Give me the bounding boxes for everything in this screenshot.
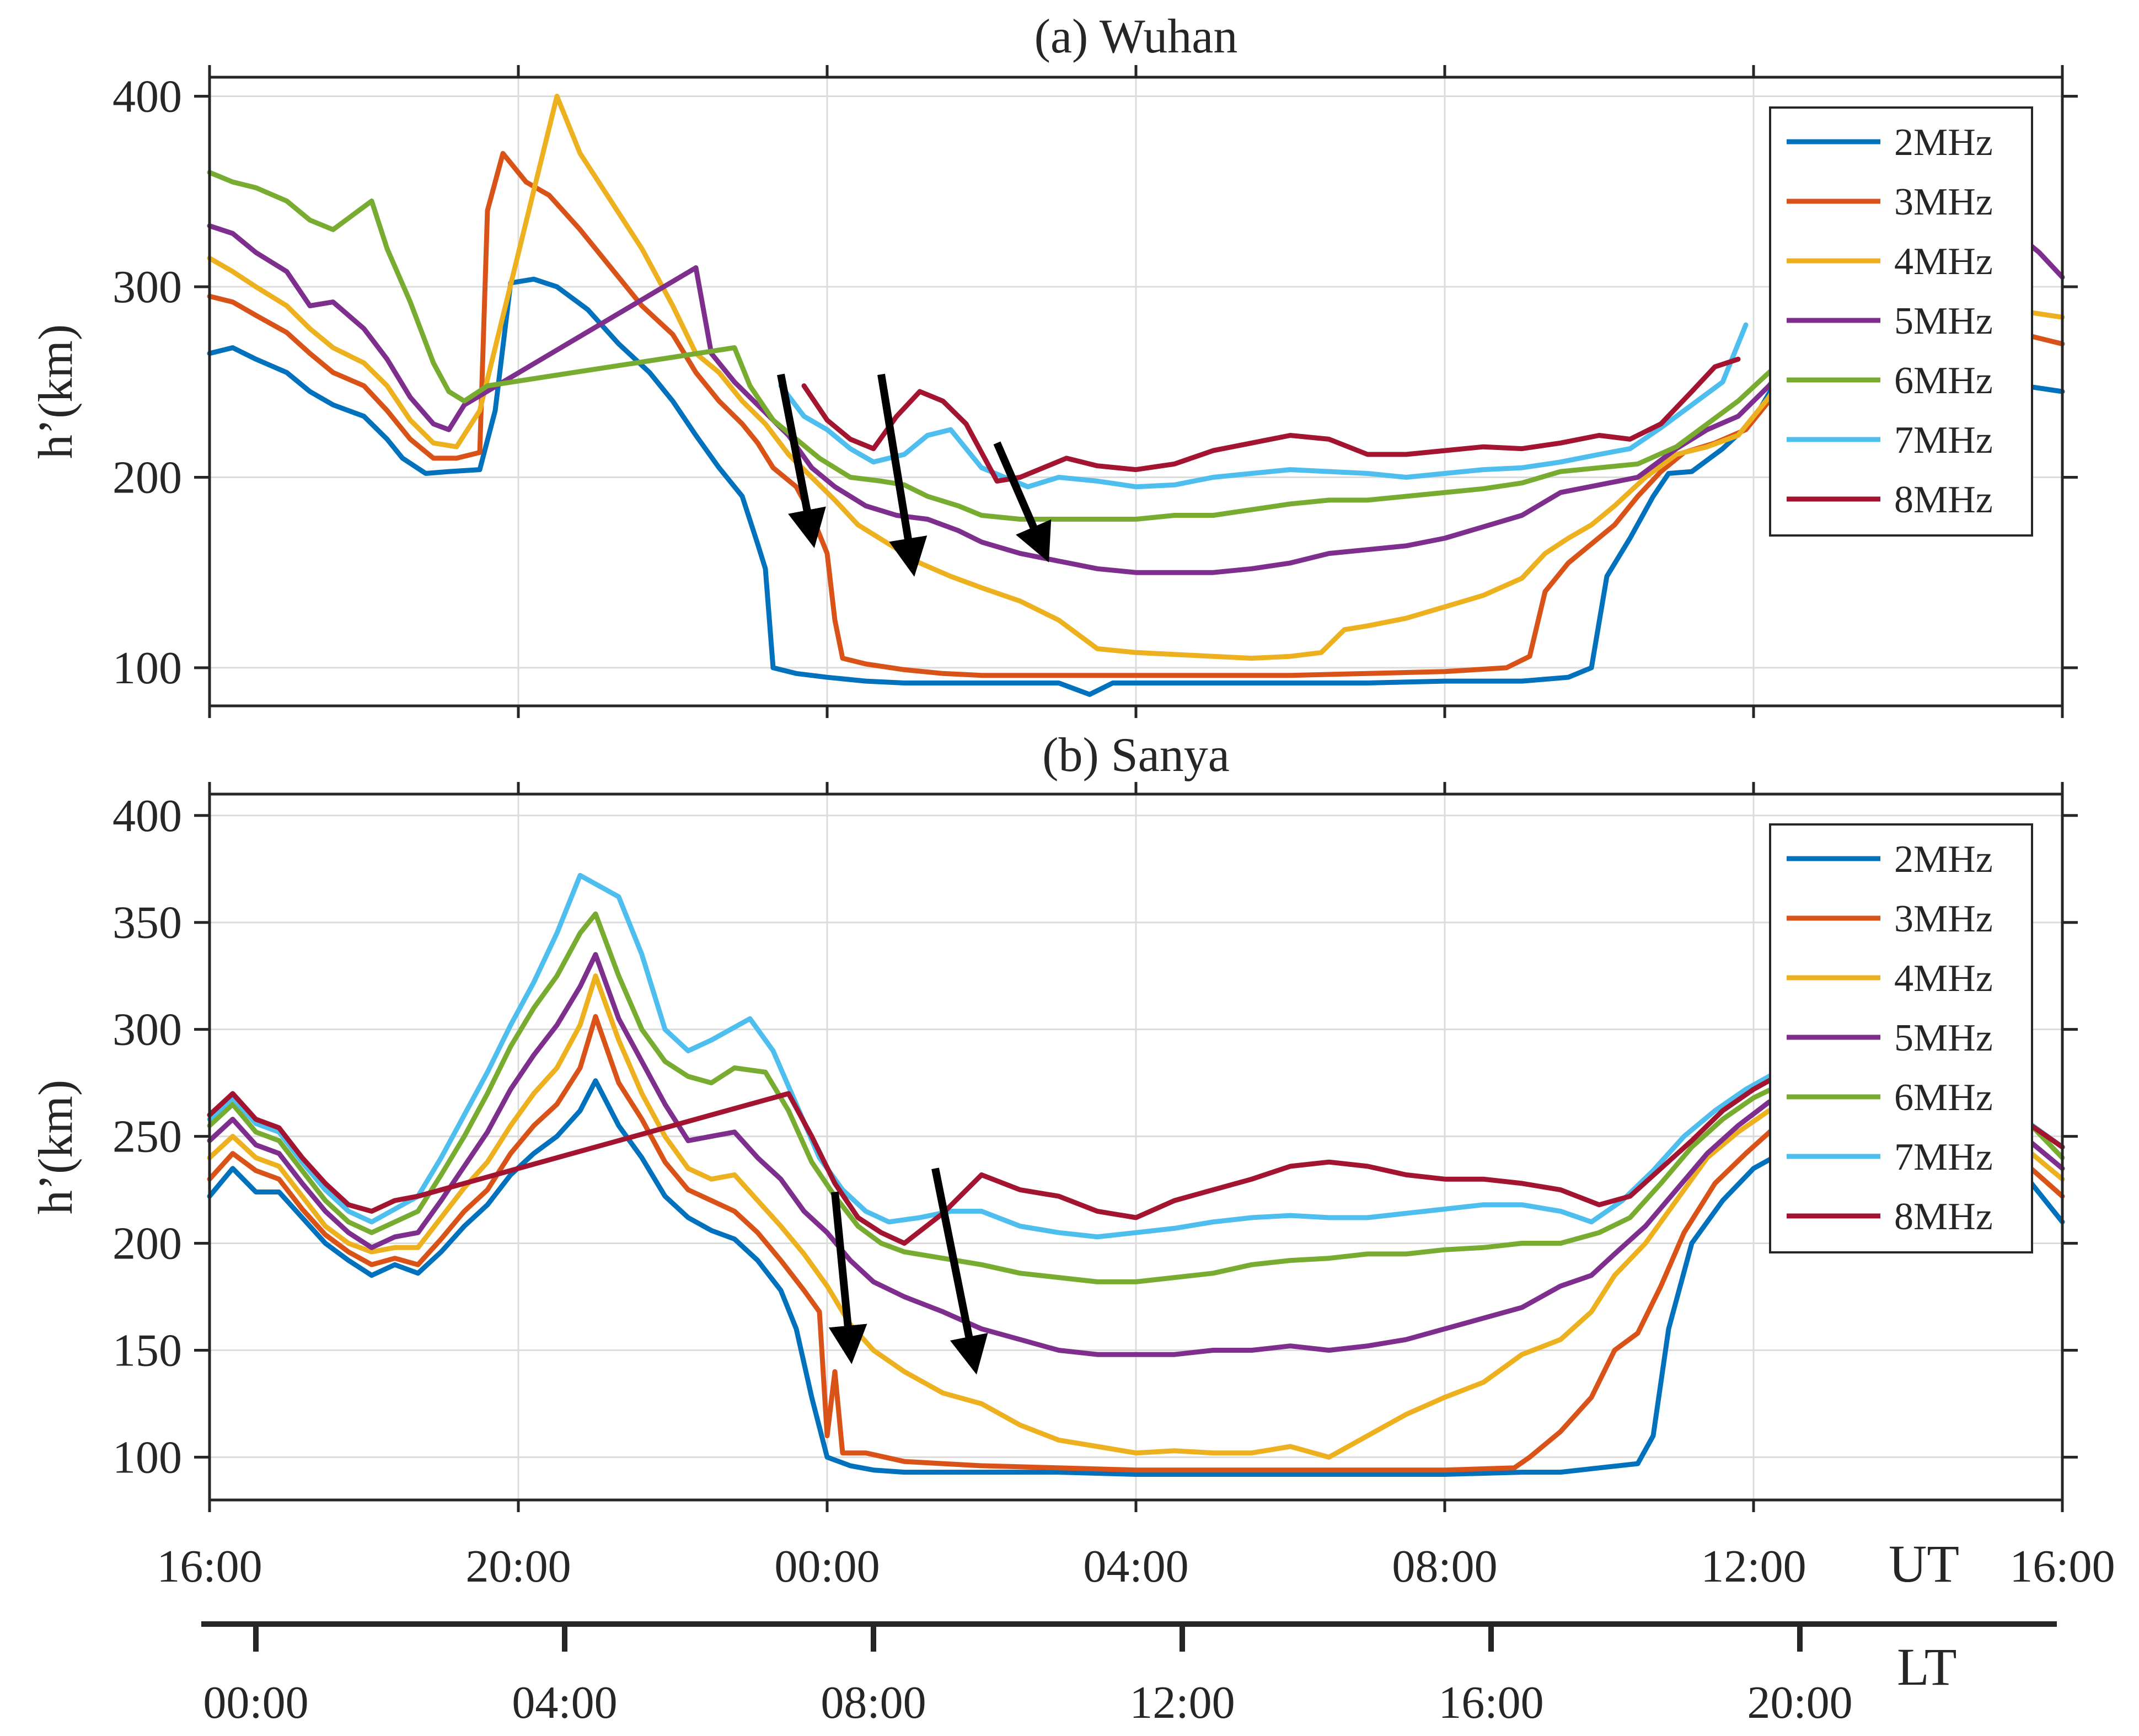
wuhan-series-6mhz: [207, 170, 1888, 522]
wuhan-arrow-1: [777, 373, 826, 548]
wuhan-y-tick-label: 300: [112, 261, 182, 313]
lt-tick-label: 08:00: [821, 1677, 926, 1728]
lt-tick-label: 12:00: [1129, 1677, 1235, 1728]
ut-tick-label: 12:00: [1701, 1541, 1806, 1592]
lt-tick-label: 20:00: [1747, 1677, 1852, 1728]
wuhan-y-tick-label: 200: [112, 452, 182, 503]
ut-tick-label: 16:00: [2009, 1541, 2115, 1592]
sanya-arrows: [828, 1167, 988, 1375]
wuhan-arrow-2: [877, 373, 928, 577]
sanya-y-tick-label: 200: [112, 1218, 182, 1269]
wuhan-ticks: 100 200 300 400: [112, 65, 2078, 718]
ut-tick-label: 20:00: [465, 1541, 571, 1592]
sanya-grid: [210, 794, 2062, 1500]
ut-axis-label: UT: [1889, 1534, 1959, 1593]
sanya-y-tick-label: 150: [112, 1325, 182, 1376]
sanya-series-3mhz: [207, 1014, 2065, 1473]
lt-tick-label: 04:00: [512, 1677, 617, 1728]
sanya-series-7mhz: [207, 872, 2065, 1240]
sanya-arrow-2: [931, 1167, 988, 1375]
sanya-ticks: 100 150 200 250 300 350 400: [112, 782, 2078, 1512]
ut-tick-label: 00:00: [774, 1541, 880, 1592]
wuhan-series-4mhz: [207, 94, 2065, 661]
sanya-y-tick-label: 300: [112, 1004, 182, 1055]
lt-axis: 00:00 04:00 08:00 12:00 16:00 20:00: [201, 1621, 2057, 1728]
wuhan-panel: 100 200 300 400 (a) Wuhan h’(km) 2MHz 3MHz 4M…: [29, 10, 2078, 718]
ut-axis: 16:00 20:00 00:00 04:00 08:00 12:00 16:00: [157, 1541, 2115, 1592]
wuhan-legend-label-2mhz: 2MHz: [1894, 121, 1993, 164]
ut-tick-label: 04:00: [1083, 1541, 1188, 1592]
wuhan-legend-label-7mhz: 7MHz: [1894, 419, 1993, 462]
sanya-series-4mhz: [207, 973, 2065, 1460]
sanya-legend-label-4mhz: 4MHz: [1894, 957, 1993, 1000]
wuhan-legend-label-3mhz: 3MHz: [1894, 181, 1993, 223]
wuhan-series: [207, 94, 2065, 697]
sanya-legend-label-8mhz: 8MHz: [1894, 1196, 1993, 1238]
sanya-legend-label-3mhz: 3MHz: [1894, 898, 1993, 940]
wuhan-legend: 2MHz 3MHz 4MHz 5MHz 6MHz 7MHz 8MHz: [1769, 106, 2033, 537]
wuhan-y-tick-label: 100: [112, 642, 182, 694]
sanya-y-axis-label: h’(km): [29, 1080, 83, 1214]
sanya-arrow-1: [828, 1191, 867, 1364]
wuhan-grid: [210, 77, 2062, 706]
sanya-panel: 100 150 200 250 300 350 400 (b) Sanya h’(km) 2…: [29, 728, 2078, 1512]
sanya-title: (b) Sanya: [1042, 728, 1230, 782]
sanya-y-tick-label: 350: [112, 897, 182, 949]
sanya-legend-label-7mhz: 7MHz: [1894, 1136, 1993, 1178]
wuhan-legend-label-4mhz: 4MHz: [1894, 240, 1993, 283]
lt-tick-label: 00:00: [203, 1677, 308, 1728]
sanya-legend-label-2mhz: 2MHz: [1894, 838, 1993, 881]
wuhan-arrow-3: [993, 441, 1052, 562]
ut-tick-label: 16:00: [157, 1541, 262, 1592]
wuhan-legend-label-8mhz: 8MHz: [1894, 479, 1993, 521]
wuhan-series-7mhz: [778, 322, 1749, 490]
sanya-y-tick-label: 100: [112, 1432, 182, 1483]
lt-axis-label: LT: [1897, 1637, 1956, 1696]
ut-tick-label: 08:00: [1392, 1541, 1497, 1592]
wuhan-legend-label-5mhz: 5MHz: [1894, 300, 1993, 342]
wuhan-series-8mhz: [801, 356, 1741, 484]
sanya-series-6mhz: [207, 911, 2065, 1284]
sanya-y-tick-label: 400: [112, 790, 182, 842]
wuhan-y-axis-label: h’(km): [29, 324, 83, 459]
lt-tick-label: 16:00: [1438, 1677, 1543, 1728]
sanya-legend: 2MHz 3MHz 4MHz 5MHz 6MHz 7MHz 8MHz: [1769, 823, 2033, 1253]
sanya-legend-label-6mhz: 6MHz: [1894, 1076, 1993, 1119]
wuhan-y-tick-label: 400: [112, 71, 182, 122]
wuhan-title: (a) Wuhan: [1034, 10, 1238, 63]
wuhan-legend-label-6mhz: 6MHz: [1894, 360, 1993, 402]
sanya-y-tick-label: 250: [112, 1111, 182, 1162]
wuhan-arrows: [777, 373, 1052, 577]
sanya-legend-label-5mhz: 5MHz: [1894, 1017, 1993, 1059]
